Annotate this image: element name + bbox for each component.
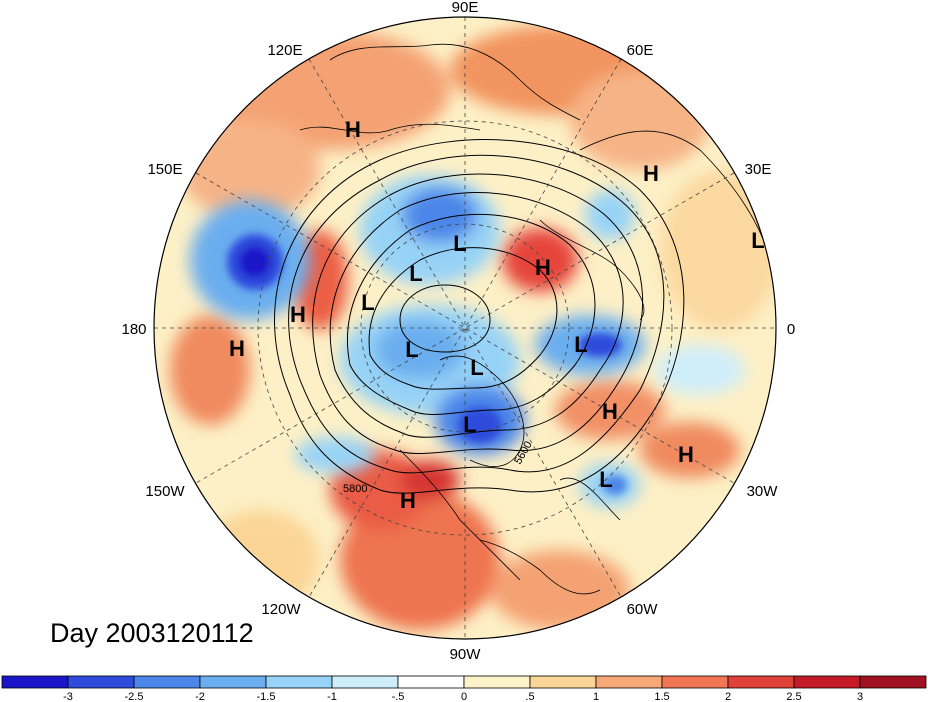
colorbar-box-5 <box>331 675 399 689</box>
pressure-center-high-atlantic-east: H <box>678 442 694 467</box>
pressure-center-low-siberia: L <box>453 231 466 256</box>
lon-label-60e: 60E <box>627 42 654 59</box>
pressure-center-high-pacific: H <box>229 336 245 361</box>
pressure-center-low-atlantic-central: L <box>599 467 612 492</box>
coastlines <box>299 43 771 595</box>
lon-label-0: 0 <box>787 321 795 338</box>
graticule <box>154 17 776 639</box>
contour-lines <box>274 139 685 494</box>
pressure-center-high-europe-north: H <box>643 161 659 186</box>
colorbar-tick-label: 2 <box>725 691 731 702</box>
pressure-center-high-scandinavia: H <box>535 255 551 280</box>
colorbar-box-3 <box>199 675 267 689</box>
lon-label-120e: 120E <box>267 42 302 59</box>
colorbar-tick-label: -2.5 <box>125 691 144 702</box>
colorbar-box-6 <box>397 675 465 689</box>
colorbar-box-13 <box>859 675 927 689</box>
colorbar-tick-label: -2 <box>195 691 205 702</box>
colorbar-boxes <box>1 675 927 689</box>
colorbar-tick-label: 1.5 <box>654 691 669 702</box>
pressure-centers: H H L L L H L H H L L L L H H L H <box>229 117 765 513</box>
pressure-center-low-europe-east: L <box>751 228 764 253</box>
polar-map: 5600 5800 90E 120E 60E 150E 30E 180 0 15… <box>121 0 795 663</box>
colorbar-tick-label: -1.5 <box>257 691 276 702</box>
colorbar-box-4 <box>265 675 333 689</box>
lon-label-90w: 90W <box>450 646 482 663</box>
map-disc-border <box>153 16 777 640</box>
pressure-center-low-alaska: L <box>405 337 418 362</box>
colorbar-tick-label: .5 <box>525 691 534 702</box>
pressure-center-high-asia-north: H <box>345 117 361 142</box>
colorbar-box-11 <box>727 675 795 689</box>
anomaly-shading <box>170 25 776 630</box>
colorbar-tick-label: -3 <box>63 691 73 702</box>
pressure-center-low-siberia-west: L <box>409 261 422 286</box>
lon-label-120w: 120W <box>261 601 301 618</box>
colorbar-tick-label: 1 <box>593 691 599 702</box>
colorbar-tick-label: -1 <box>327 691 337 702</box>
colorbar-tick-label: -.5 <box>392 691 405 702</box>
lon-label-150e: 150E <box>147 161 182 178</box>
pressure-center-low-chukotka: L <box>361 290 374 315</box>
contour-label-5800: 5800 <box>343 483 367 495</box>
lon-label-30e: 30E <box>745 161 772 178</box>
colorbar-tick-label: 2.5 <box>786 691 801 702</box>
pressure-center-high-atlantic-north: H <box>602 399 618 424</box>
lon-label-90e: 90E <box>452 0 479 16</box>
colorbar-box-9 <box>595 675 663 689</box>
colorbar-tick-label: 3 <box>857 691 863 702</box>
pressure-center-low-greenland-east: L <box>574 332 587 357</box>
pressure-center-high-us-southwest: H <box>400 488 416 513</box>
pressure-center-high-bering: H <box>290 302 306 327</box>
pressure-center-low-canada-arctic: L <box>470 355 483 380</box>
colorbar-box-2 <box>133 675 201 689</box>
colorbar-box-10 <box>661 675 729 689</box>
lon-label-30w: 30W <box>747 483 779 500</box>
colorbar-box-0 <box>1 675 69 689</box>
colorbar-tick-label: 0 <box>461 691 467 702</box>
lon-label-60w: 60W <box>627 601 659 618</box>
date-label: Day 2003120112 <box>50 618 254 648</box>
colorbar-box-8 <box>529 675 597 689</box>
colorbar-ticks: -3 -2.5 -2 -1.5 -1 -.5 0 .5 1 1.5 2 2.5 3 <box>63 691 863 702</box>
lon-label-150w: 150W <box>145 483 185 500</box>
pressure-center-low-hudson: L <box>463 412 476 437</box>
colorbar-box-7 <box>463 675 531 689</box>
colorbar: -3 -2.5 -2 -1.5 -1 -.5 0 .5 1 1.5 2 2.5 3 <box>1 675 927 702</box>
lon-label-180: 180 <box>121 321 146 338</box>
colorbar-box-12 <box>793 675 861 689</box>
colorbar-box-1 <box>67 675 135 689</box>
